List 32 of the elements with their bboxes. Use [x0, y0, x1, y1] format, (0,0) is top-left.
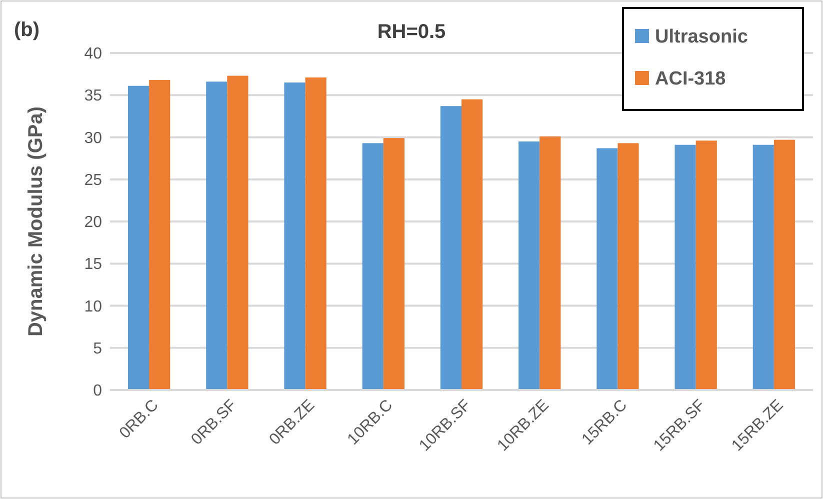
bar	[383, 138, 404, 390]
bar	[362, 143, 384, 390]
bar	[752, 144, 774, 390]
legend-label: Ultrasonic	[655, 26, 748, 48]
bar	[596, 148, 618, 390]
y-tick-label: 30	[84, 130, 102, 147]
bar	[674, 144, 696, 390]
bar	[618, 143, 639, 390]
y-tick-label: 10	[84, 298, 102, 316]
bar	[149, 80, 170, 390]
bar	[440, 106, 462, 390]
y-tick-label: 40	[84, 46, 102, 63]
bar	[540, 136, 561, 390]
text: (b)	[14, 19, 40, 41]
bar	[227, 76, 248, 390]
bar	[518, 141, 540, 390]
bar	[206, 82, 228, 390]
bar	[128, 86, 150, 390]
y-tick-label: 15	[84, 256, 102, 274]
y-tick-label: 35	[84, 88, 102, 105]
bar	[462, 99, 483, 390]
bar	[305, 77, 326, 390]
bar	[284, 82, 306, 390]
y-tick-label: 25	[84, 172, 102, 189]
bar	[774, 140, 796, 390]
chart-title: RH=0.5	[377, 21, 446, 43]
y-tick-label: 0	[93, 382, 102, 400]
y-tick-label: 5	[93, 340, 102, 358]
bar	[696, 140, 717, 390]
y-tick-label: 20	[84, 214, 102, 232]
y-axis-title: Dynamic Modulus (GPa)	[25, 106, 47, 337]
legend-label: ACI-318	[655, 68, 726, 90]
